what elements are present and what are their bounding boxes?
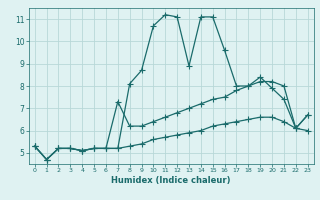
X-axis label: Humidex (Indice chaleur): Humidex (Indice chaleur) bbox=[111, 176, 231, 185]
